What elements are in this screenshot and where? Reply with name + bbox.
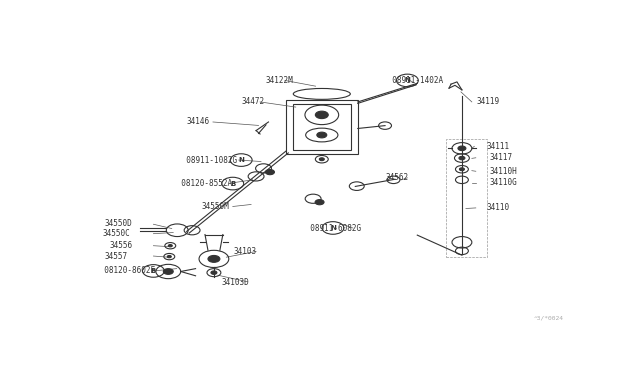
Bar <box>446 139 486 257</box>
Circle shape <box>163 269 173 275</box>
Text: ^3/*0024: ^3/*0024 <box>534 315 564 320</box>
Text: 08911-1082G: 08911-1082G <box>177 156 237 165</box>
Text: 34556: 34556 <box>110 241 133 250</box>
Text: 34103D: 34103D <box>221 278 249 287</box>
Circle shape <box>168 244 172 247</box>
Text: 34472: 34472 <box>241 97 264 106</box>
Text: N: N <box>330 225 336 231</box>
Text: 08120-8602F: 08120-8602F <box>95 266 155 275</box>
Circle shape <box>315 200 324 205</box>
Text: 08911-6082G: 08911-6082G <box>301 224 361 233</box>
Text: 08120-8552A: 08120-8552A <box>172 179 232 188</box>
Circle shape <box>460 168 465 171</box>
Text: 34119: 34119 <box>477 97 500 106</box>
Text: 34117: 34117 <box>489 153 513 162</box>
Circle shape <box>208 256 220 262</box>
Text: 34110G: 34110G <box>489 178 517 187</box>
Text: 08911-1402A: 08911-1402A <box>383 76 443 85</box>
Text: 34122M: 34122M <box>266 76 294 85</box>
Circle shape <box>459 156 465 160</box>
Text: 34550D: 34550D <box>105 219 132 228</box>
Circle shape <box>316 111 328 119</box>
Circle shape <box>211 271 217 275</box>
Circle shape <box>317 132 327 138</box>
Text: 34562: 34562 <box>385 173 408 182</box>
Text: 34550C: 34550C <box>102 229 130 238</box>
Circle shape <box>458 146 466 151</box>
Text: 34111: 34111 <box>486 142 510 151</box>
Text: 34103: 34103 <box>234 247 257 256</box>
Text: B: B <box>151 268 156 274</box>
Bar <box>286 100 358 154</box>
Text: N: N <box>404 77 410 83</box>
Text: N: N <box>238 157 244 163</box>
Circle shape <box>167 256 172 258</box>
Text: B: B <box>230 180 236 187</box>
Text: 34110: 34110 <box>486 203 510 212</box>
Text: 34110H: 34110H <box>489 167 517 176</box>
Text: 34550M: 34550M <box>202 202 229 211</box>
Text: 34557: 34557 <box>105 251 128 260</box>
Circle shape <box>319 158 324 161</box>
Text: 34146: 34146 <box>187 118 210 126</box>
Bar <box>292 104 351 150</box>
Circle shape <box>266 170 275 175</box>
